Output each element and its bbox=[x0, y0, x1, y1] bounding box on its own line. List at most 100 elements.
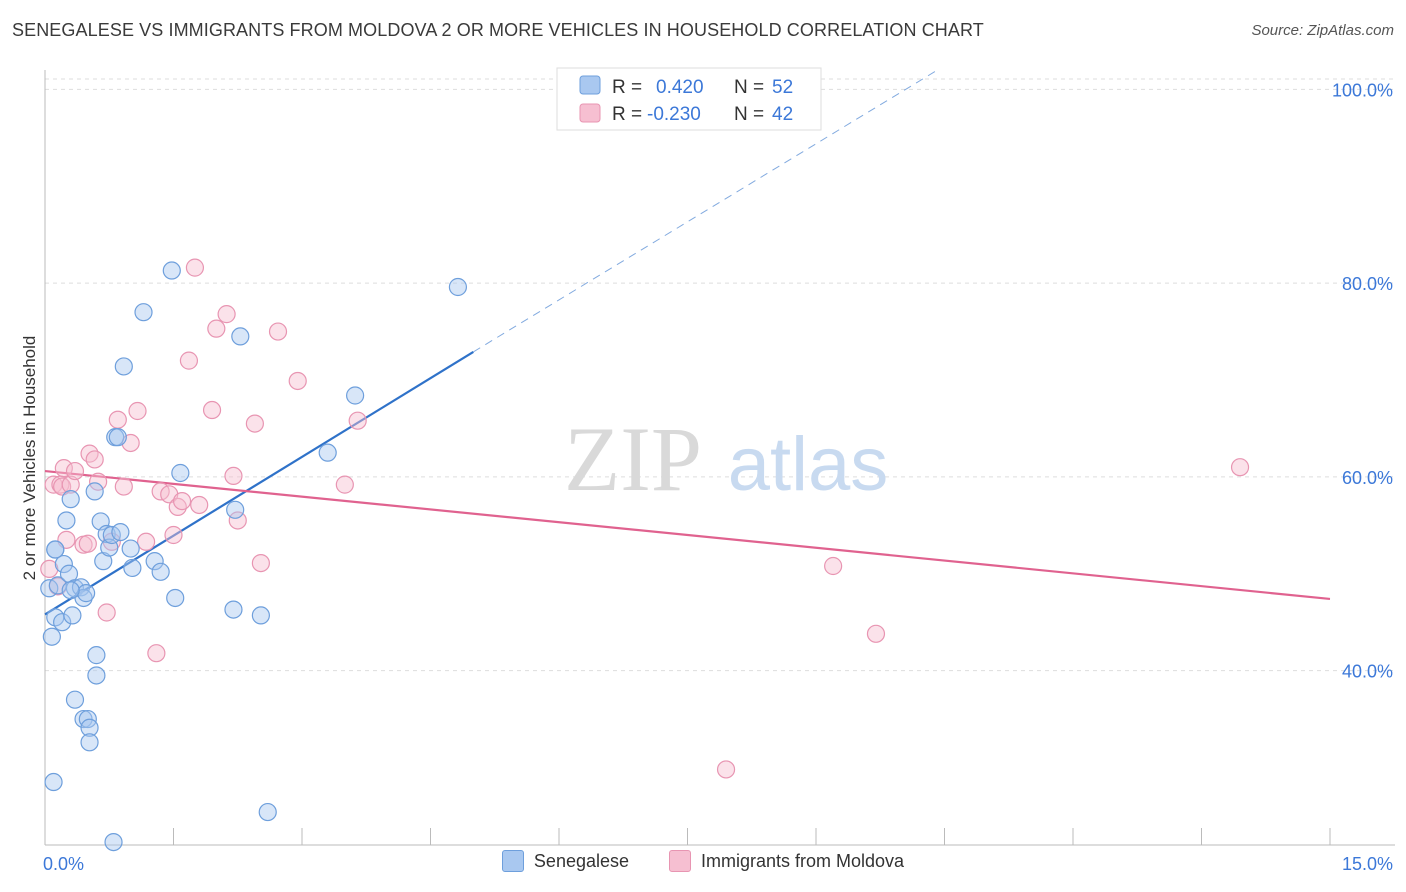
point-senegalese[interactable] bbox=[114, 357, 133, 376]
point-senegalese[interactable] bbox=[231, 327, 250, 346]
point-moldova[interactable] bbox=[61, 475, 80, 494]
stats-n-label: N = bbox=[734, 77, 764, 98]
stats-n-value: 42 bbox=[772, 104, 793, 125]
point-senegalese[interactable] bbox=[258, 802, 277, 822]
source-credit: Source: ZipAtlas.com bbox=[1251, 22, 1394, 39]
stats-legend: R = 0.420 N = 52 R = -0.230 N = 42 bbox=[556, 67, 822, 131]
point-senegalese[interactable] bbox=[63, 606, 82, 625]
point-senegalese[interactable] bbox=[85, 482, 104, 501]
point-moldova[interactable] bbox=[185, 258, 205, 277]
point-senegalese[interactable] bbox=[57, 511, 76, 530]
trend-line-senegalese bbox=[44, 350, 474, 616]
point-senegalese[interactable] bbox=[346, 386, 365, 405]
y-tick-label: 40.0% bbox=[1342, 662, 1393, 682]
point-senegalese[interactable] bbox=[251, 606, 270, 625]
point-moldova[interactable] bbox=[172, 491, 192, 511]
point-moldova[interactable] bbox=[147, 644, 166, 663]
point-moldova[interactable] bbox=[224, 466, 243, 486]
point-senegalese[interactable] bbox=[80, 733, 99, 752]
legend-swatch-blue bbox=[501, 850, 524, 872]
point-moldova[interactable] bbox=[65, 461, 85, 481]
point-senegalese[interactable] bbox=[42, 627, 61, 646]
points-immigrants-from-moldova bbox=[40, 258, 1250, 779]
point-moldova[interactable] bbox=[348, 411, 367, 430]
point-moldova[interactable] bbox=[128, 401, 147, 421]
point-moldova[interactable] bbox=[1230, 458, 1250, 477]
point-senegalese[interactable] bbox=[54, 554, 73, 574]
x-ticks bbox=[44, 828, 1331, 845]
point-senegalese[interactable] bbox=[71, 578, 91, 597]
legend-swatch-pink bbox=[669, 850, 692, 872]
point-moldova[interactable] bbox=[40, 559, 59, 579]
point-senegalese[interactable] bbox=[151, 562, 170, 581]
point-senegalese[interactable] bbox=[87, 666, 106, 685]
y-axis-label: 2 or more Vehicles in Household bbox=[20, 336, 39, 581]
point-senegalese[interactable] bbox=[87, 646, 106, 665]
stats-swatch-senegalese bbox=[579, 75, 601, 95]
point-moldova[interactable] bbox=[268, 322, 288, 341]
point-moldova[interactable] bbox=[78, 534, 97, 553]
point-moldova[interactable] bbox=[114, 477, 133, 496]
x-tick-label-min: 0.0% bbox=[43, 854, 84, 874]
point-moldova[interactable] bbox=[824, 556, 843, 576]
point-senegalese[interactable] bbox=[104, 832, 123, 852]
point-senegalese[interactable] bbox=[94, 552, 113, 571]
point-senegalese[interactable] bbox=[108, 428, 127, 447]
point-moldova[interactable] bbox=[288, 371, 307, 391]
point-senegalese[interactable] bbox=[121, 539, 140, 558]
legend-label: Senegalese bbox=[533, 850, 630, 871]
point-senegalese[interactable] bbox=[171, 463, 190, 483]
point-moldova[interactable] bbox=[164, 525, 183, 545]
point-senegalese[interactable] bbox=[46, 540, 65, 559]
points-senegalese bbox=[40, 261, 468, 852]
point-senegalese[interactable] bbox=[77, 584, 96, 603]
point-senegalese[interactable] bbox=[61, 490, 80, 509]
point-senegalese[interactable] bbox=[134, 303, 153, 322]
point-moldova[interactable] bbox=[190, 495, 209, 515]
watermark-atlas: atlas bbox=[728, 422, 889, 507]
stats-r-label: R = bbox=[612, 104, 642, 125]
point-senegalese[interactable] bbox=[53, 613, 72, 632]
point-senegalese[interactable] bbox=[123, 558, 142, 578]
point-senegalese[interactable] bbox=[97, 524, 116, 544]
y-tick-label: 100.0% bbox=[1332, 80, 1393, 100]
point-moldova[interactable] bbox=[54, 459, 73, 478]
point-moldova[interactable] bbox=[108, 410, 127, 429]
point-moldova[interactable] bbox=[228, 511, 247, 530]
point-moldova[interactable] bbox=[866, 624, 886, 643]
point-senegalese[interactable] bbox=[44, 772, 63, 792]
point-senegalese[interactable] bbox=[111, 522, 130, 542]
point-moldova[interactable] bbox=[89, 472, 108, 491]
point-senegalese[interactable] bbox=[65, 690, 85, 709]
stats-r-label: R = bbox=[612, 77, 642, 98]
point-moldova[interactable] bbox=[136, 532, 156, 551]
point-senegalese[interactable] bbox=[226, 500, 245, 519]
point-moldova[interactable] bbox=[207, 319, 226, 338]
point-moldova[interactable] bbox=[335, 475, 354, 494]
point-moldova[interactable] bbox=[217, 305, 236, 324]
stats-legend-box bbox=[556, 67, 822, 131]
point-senegalese[interactable] bbox=[145, 552, 164, 571]
point-senegalese[interactable] bbox=[61, 581, 80, 600]
stats-swatch-moldova bbox=[579, 103, 601, 123]
point-senegalese[interactable] bbox=[448, 277, 468, 297]
legend-item-moldova[interactable]: Immigrants from Moldova bbox=[669, 850, 904, 872]
point-senegalese[interactable] bbox=[162, 261, 181, 280]
legend-item-senegalese[interactable]: Senegalese bbox=[501, 850, 630, 872]
axes bbox=[44, 70, 1395, 846]
point-moldova[interactable] bbox=[251, 553, 270, 573]
point-senegalese[interactable] bbox=[166, 588, 185, 608]
point-moldova[interactable] bbox=[716, 760, 736, 779]
x-tick-label-max: 15.0% bbox=[1342, 854, 1393, 874]
point-moldova[interactable] bbox=[245, 414, 264, 433]
point-senegalese[interactable] bbox=[224, 600, 243, 619]
point-moldova[interactable] bbox=[179, 351, 199, 370]
point-senegalese[interactable] bbox=[318, 443, 337, 462]
stats-r-value: -0.230 bbox=[647, 104, 701, 125]
point-moldova[interactable] bbox=[85, 450, 104, 469]
point-moldova[interactable] bbox=[80, 444, 99, 463]
point-senegalese[interactable] bbox=[80, 718, 99, 737]
point-moldova[interactable] bbox=[202, 400, 222, 420]
point-moldova[interactable] bbox=[97, 603, 116, 622]
